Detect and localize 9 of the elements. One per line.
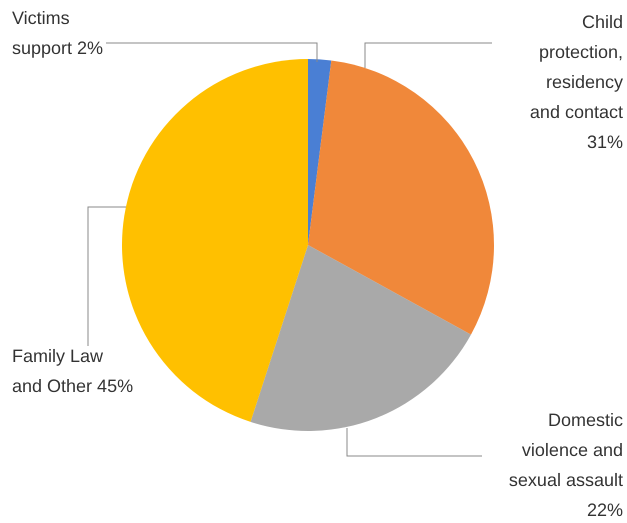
data-label: 31% xyxy=(586,132,623,152)
pie-slice xyxy=(308,59,332,245)
data-label: 22% xyxy=(586,500,623,520)
slice-label: Family Law and Other 45% xyxy=(12,346,134,396)
pie-slice xyxy=(308,60,494,335)
slice-label: Victims support 2% xyxy=(12,8,104,58)
slice-label: Child protection, residency and contact xyxy=(530,12,623,122)
pie-slice xyxy=(250,245,471,431)
slice-label: Domestic violence and sexual assault xyxy=(508,410,623,490)
